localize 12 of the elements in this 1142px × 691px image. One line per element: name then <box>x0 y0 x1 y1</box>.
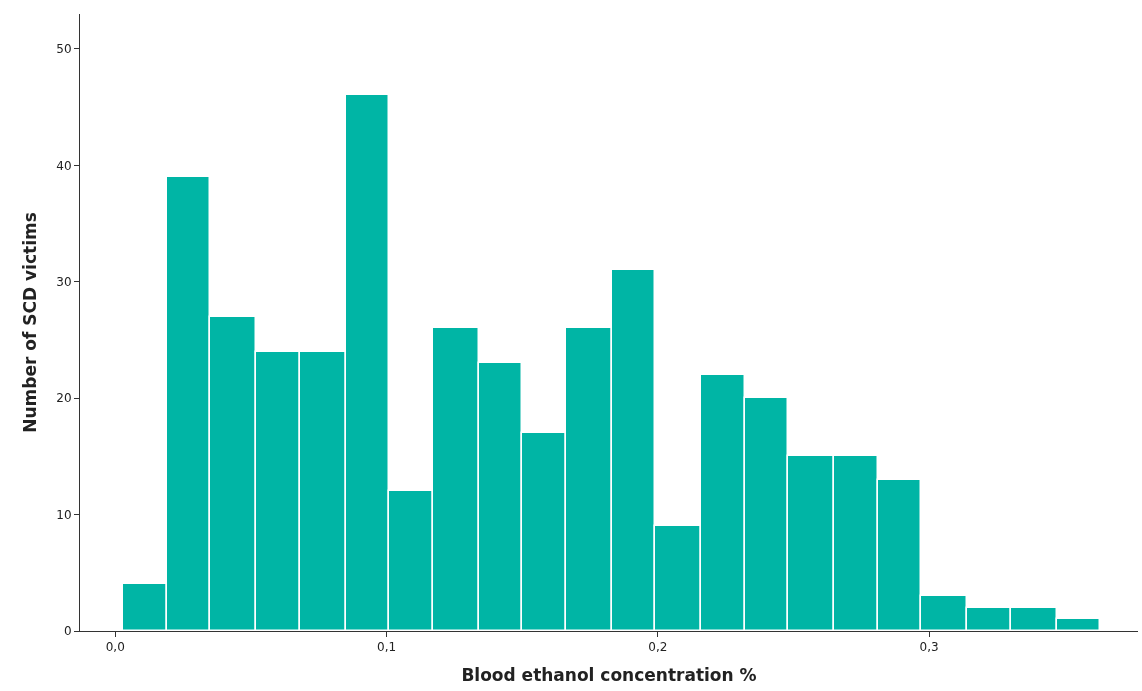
x-tick-label: 0,2 <box>648 640 668 655</box>
y-tick-label: 30 <box>56 274 72 289</box>
y-tick-label: 10 <box>56 507 72 522</box>
y-tick-label: 50 <box>56 42 72 57</box>
x-tick-label: 0,0 <box>105 640 125 655</box>
y-tick-label: 40 <box>56 158 72 173</box>
y-tick-label: 20 <box>56 391 72 406</box>
x-axis-title: Blood ethanol concentration % <box>461 664 757 685</box>
x-tick-label: 0,1 <box>377 640 397 655</box>
x-tick-label: 0,3 <box>919 640 939 655</box>
y-tick-label: 0 <box>63 624 72 639</box>
y-axis-title: Number of SCD victims <box>19 212 40 433</box>
